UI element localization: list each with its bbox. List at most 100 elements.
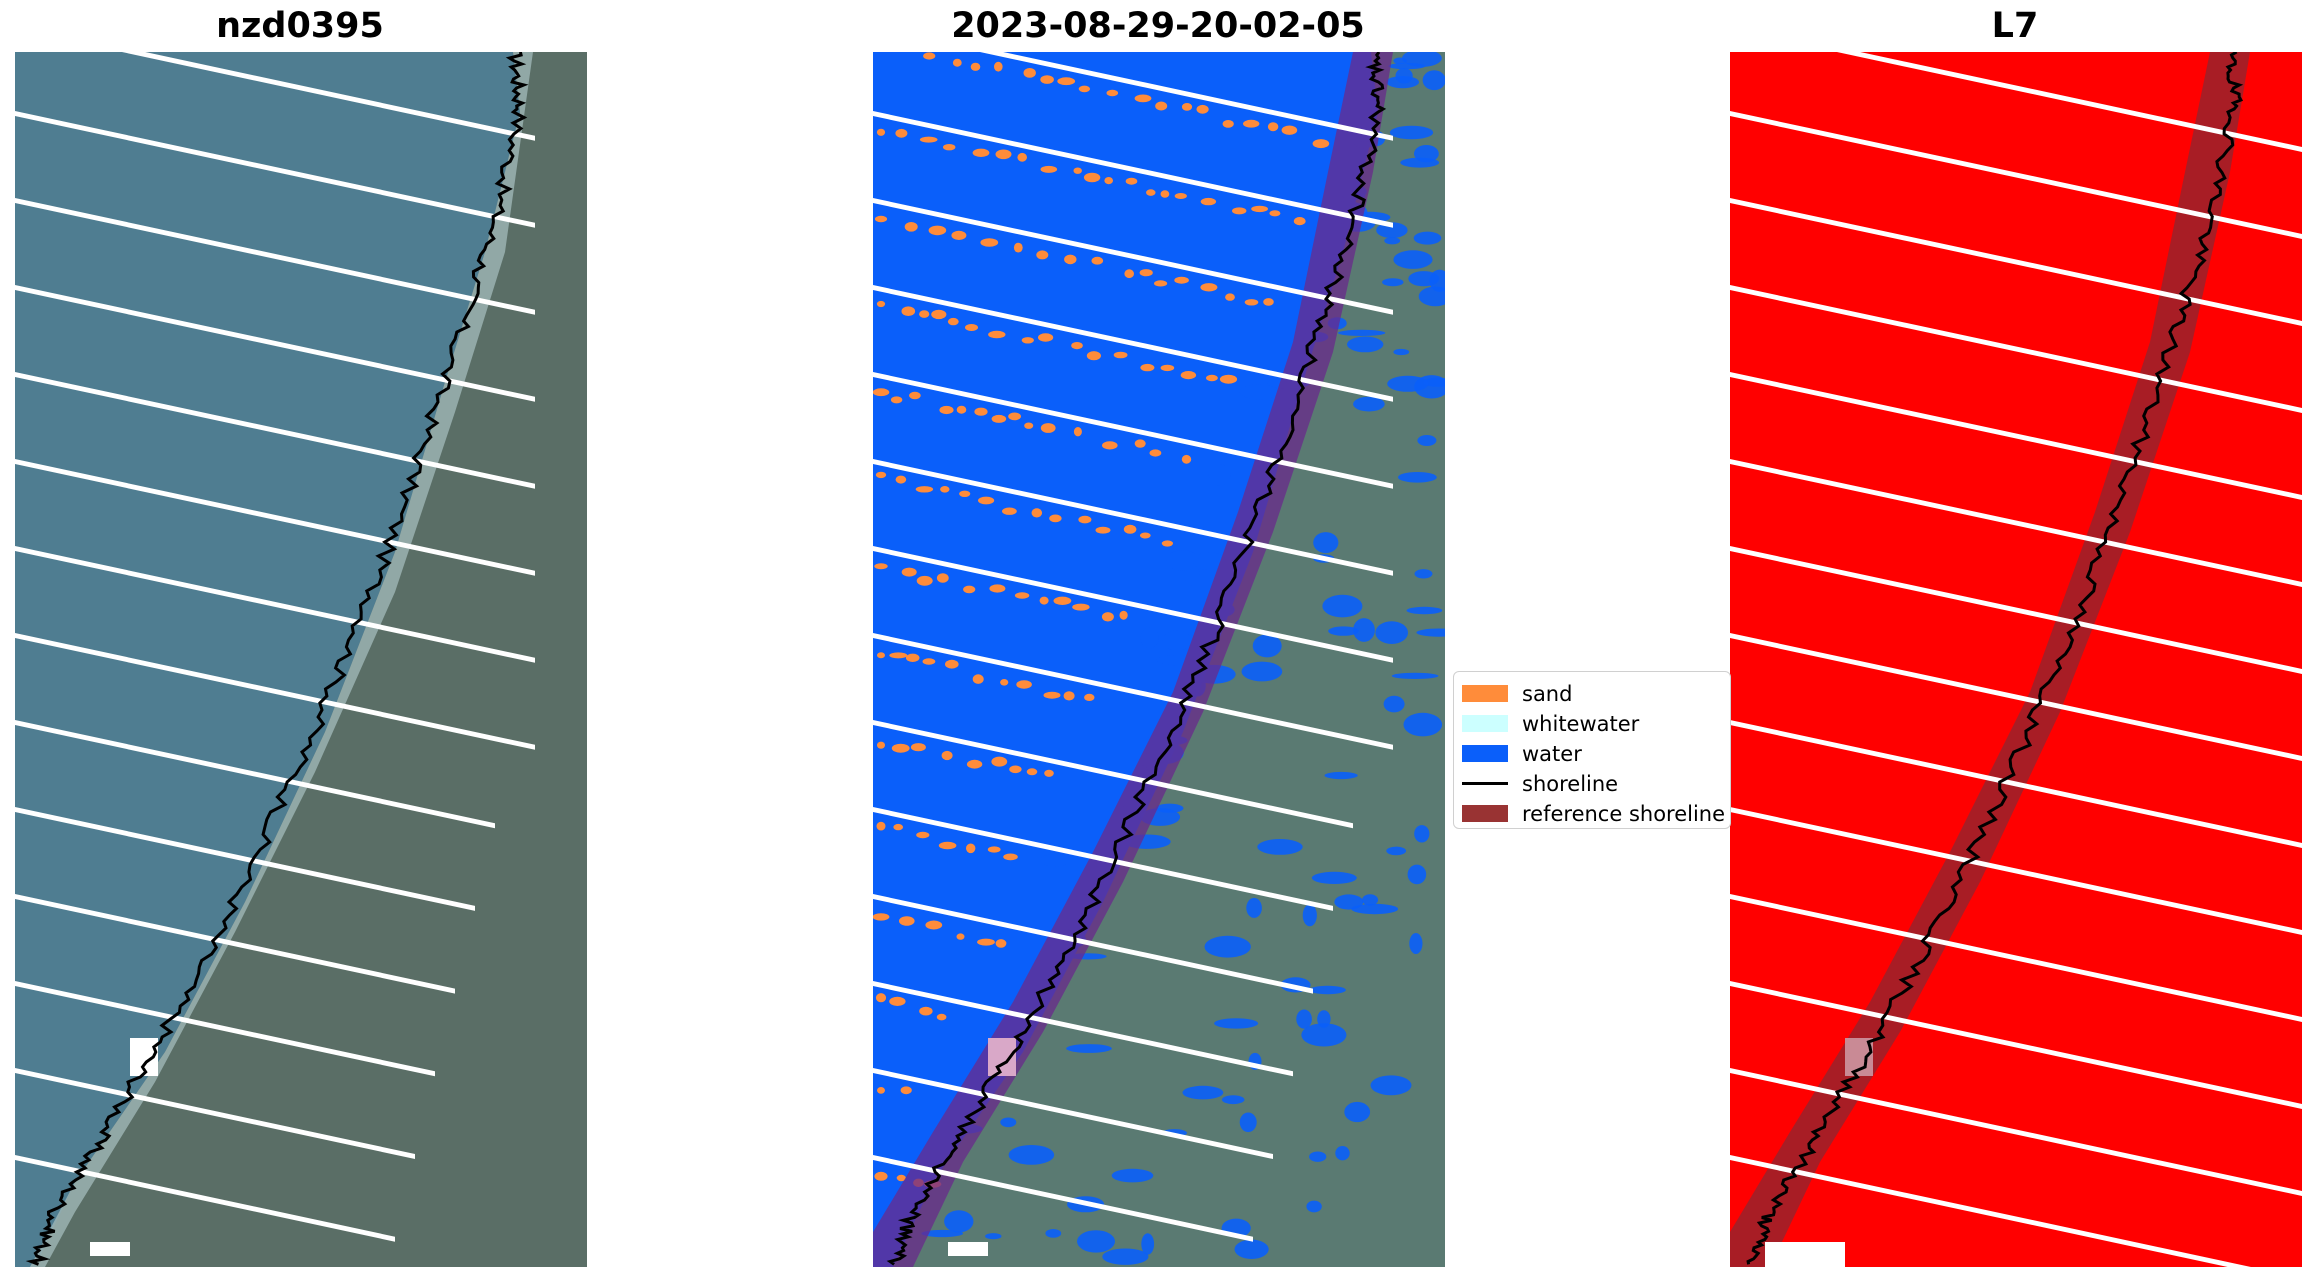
sand-blob (1026, 768, 1038, 776)
inland-water-patch (921, 1229, 964, 1238)
sand-blob (875, 993, 887, 1003)
sand-blob (1064, 254, 1077, 265)
sand-blob (889, 996, 906, 1007)
scanline-gap (15, 894, 455, 994)
inland-water-patch (1008, 1145, 1055, 1165)
inland-water-patch (1387, 375, 1429, 392)
inland-water-patch (1383, 695, 1405, 713)
scanline-gap (873, 285, 1393, 402)
sand-blob (1139, 532, 1151, 539)
sand-blob (896, 1174, 906, 1182)
sand-patches (873, 52, 1330, 1188)
sand-blob (1155, 101, 1168, 111)
sand-blob (877, 1087, 885, 1094)
scanline-gap (121, 52, 535, 141)
inland-water-patch (1362, 894, 1379, 906)
sand-blob (876, 300, 886, 308)
sand-blob (991, 756, 1008, 767)
sand-blob (1232, 207, 1247, 215)
sand-blob (1174, 276, 1189, 284)
sand-blob (995, 939, 1007, 948)
scanline-gap (15, 459, 535, 576)
whitewater-swatch (1462, 715, 1508, 732)
inland-water-patch (1414, 569, 1433, 579)
inland-water-patch (1408, 271, 1440, 287)
sand-blob (956, 933, 965, 940)
inland-water-patch (1000, 1117, 1017, 1128)
classified-water-area (873, 52, 1378, 1267)
sand-blob (943, 144, 956, 151)
sand-blob (1251, 205, 1268, 213)
scanline-gap (1730, 981, 2302, 1109)
legend: sand whitewater water shoreline referenc… (1453, 671, 1731, 829)
sand-blob (1083, 172, 1101, 183)
sand-blob (1124, 269, 1134, 279)
sand-blob (963, 585, 976, 594)
inland-water-patch (1066, 1044, 1112, 1053)
detected-shoreline (886, 52, 1387, 1266)
inland-water-patch (1382, 278, 1404, 287)
inland-water-patch (944, 1210, 974, 1233)
sand-blob (1113, 351, 1128, 359)
sand-blob (1101, 612, 1114, 622)
sand-blob (1040, 75, 1054, 84)
scanline-gap (873, 459, 1393, 576)
scanline-gap (873, 633, 1393, 750)
sand-blob (987, 846, 1001, 853)
sand-blob (1086, 351, 1101, 361)
scanline-gap (873, 111, 1393, 228)
sand-blob (1102, 441, 1118, 450)
legend-label: water (1522, 742, 1582, 766)
sand-blob (972, 674, 984, 684)
scanline-gap (15, 372, 535, 489)
inland-water-patch (1045, 1229, 1062, 1238)
sand-blob (940, 486, 950, 493)
sand-blob (952, 58, 962, 67)
scanline-gap (1730, 111, 2302, 239)
sand-blob (916, 575, 933, 586)
sand-blob (945, 659, 959, 669)
scanline-gap (873, 720, 1353, 829)
inland-water-patch (1384, 237, 1401, 245)
sand-blob (1036, 250, 1049, 260)
scanline-gap (873, 198, 1393, 315)
sand-blob (875, 471, 887, 479)
sand-blob (1013, 242, 1023, 253)
inland-water-patch (1301, 1023, 1347, 1047)
panel-title-classified: 2023-08-29-20-02-05 (951, 6, 1365, 46)
sand-blob (936, 1013, 947, 1021)
sand-blob (874, 215, 888, 223)
mask-area (1730, 52, 2302, 1267)
inland-water-patch (1296, 1009, 1312, 1029)
inland-water-patch (1423, 377, 1445, 387)
sand-blob (895, 475, 907, 484)
inland-water-patch (1166, 550, 1199, 571)
sand-blob (901, 567, 917, 577)
inland-water-patch (1386, 846, 1407, 856)
inland-water-patch (1162, 630, 1192, 651)
sand-blob (939, 405, 954, 415)
inland-water-patch (1313, 532, 1339, 554)
sand-blob (1106, 89, 1119, 97)
inland-water-patch (1322, 594, 1363, 618)
sand-blob (1200, 197, 1217, 206)
inland-water-patch (1389, 125, 1434, 140)
scanline-gap (15, 807, 475, 911)
scanline-gap (1730, 198, 2302, 326)
inland-water-patch (1334, 894, 1364, 910)
sand-blob (1146, 189, 1156, 196)
inland-water-patch (1324, 771, 1358, 780)
sand-blob (1023, 68, 1036, 78)
sand-blob (1053, 596, 1072, 605)
sand-blob (1243, 119, 1260, 128)
sand-blob (970, 62, 981, 71)
inland-water-patch (1393, 348, 1410, 356)
sand-blob (1009, 765, 1022, 774)
sand-blob (1017, 152, 1027, 162)
sand-blob (1244, 299, 1259, 306)
inland-water-patch (1239, 384, 1280, 400)
inland-water-patch (1353, 618, 1375, 642)
sand-blob (978, 496, 995, 505)
scanline-gap (1730, 807, 2302, 935)
sand-blob (1003, 853, 1018, 861)
